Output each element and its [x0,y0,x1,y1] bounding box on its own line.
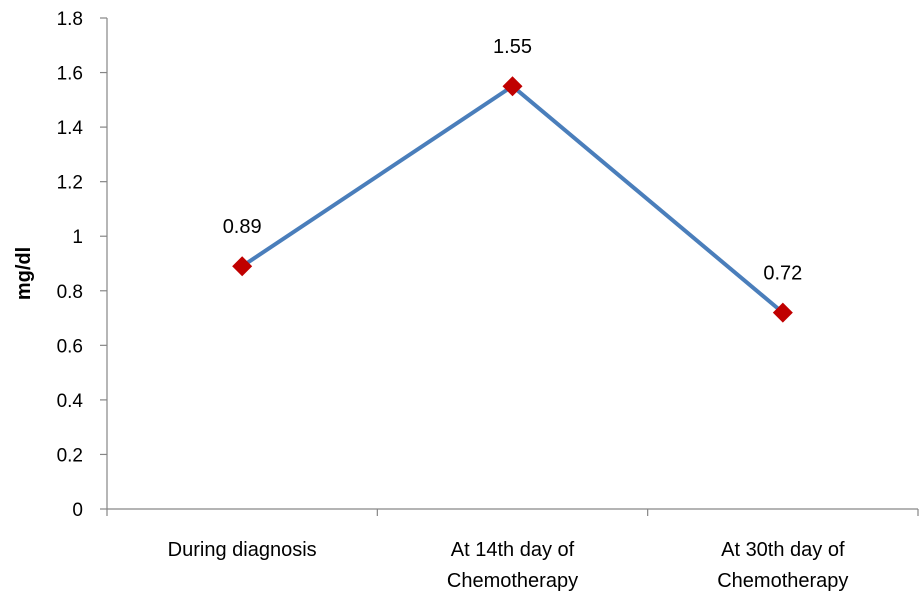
y-tick-label: 0.8 [57,282,83,303]
y-tick-label: 0.2 [57,445,83,466]
axes [106,18,918,510]
y-tick-label: 1.2 [57,173,83,194]
x-category-label: At 30th day of [721,539,845,561]
y-tick-label: 0.4 [57,391,84,412]
x-category-label: During diagnosis [168,539,317,561]
y-axis-ticks: 0 0.2 0.4 0.6 0.8 1 1.2 1.4 1.6 1.8 [57,9,107,521]
y-axis-title: mg/dl [13,247,35,300]
data-point [502,76,523,97]
y-tick-label: 1.4 [57,118,84,139]
y-tick-label: 0 [72,500,83,521]
y-tick-label: 0.6 [57,336,83,357]
y-tick-label: 1 [72,227,83,248]
x-category-label: Chemotherapy [447,570,578,592]
data-point [232,256,253,277]
data-point [772,302,793,323]
y-tick-label: 1.6 [57,64,83,85]
x-category-label: At 14th day of [451,539,575,561]
data-label: 0.89 [223,216,262,238]
data-label: 0.72 [763,263,802,285]
series: 0.89 1.55 0.72 [223,36,802,323]
series-line [241,84,785,315]
x-axis-categories: During diagnosis At 14th day of Chemothera… [106,509,919,592]
x-category-label: Chemotherapy [717,570,848,592]
data-label: 1.55 [493,36,532,58]
y-tick-label: 1.8 [57,9,83,30]
